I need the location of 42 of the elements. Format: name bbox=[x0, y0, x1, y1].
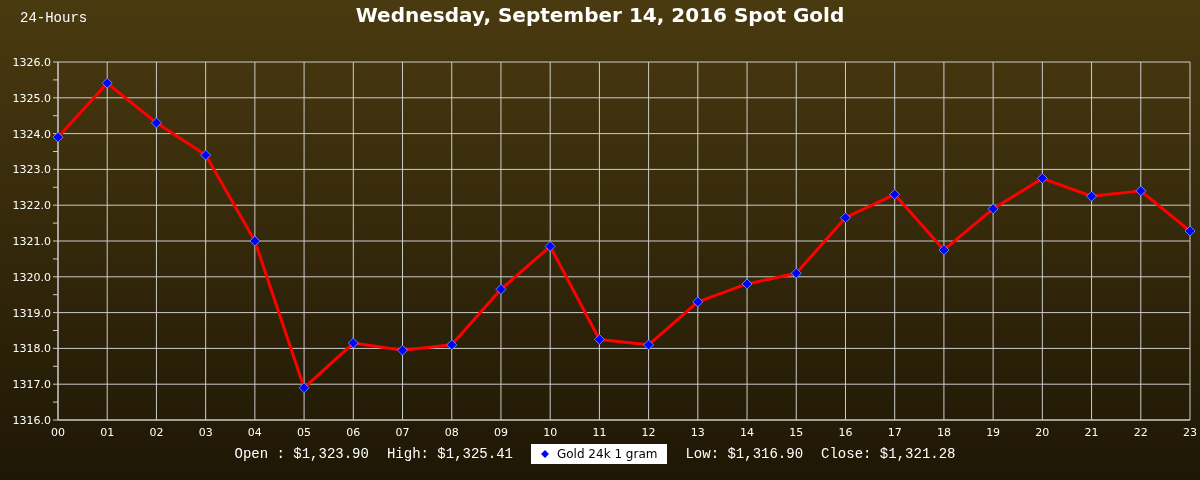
legend-label: Gold 24k 1 gram bbox=[556, 447, 658, 461]
text: 24-Hours bbox=[20, 10, 88, 26]
y-tick-label: 1318.0 bbox=[12, 342, 51, 356]
x-tick-label: 19 bbox=[986, 425, 1001, 439]
x-tick-label: 03 bbox=[198, 425, 213, 439]
text: High: $1,325.41 bbox=[386, 446, 513, 462]
y-tick-label: 1323.0 bbox=[12, 163, 51, 177]
x-tick-label: 06 bbox=[346, 425, 361, 439]
x-tick-label: 18 bbox=[936, 425, 951, 439]
x-tick-label: 17 bbox=[887, 425, 902, 439]
x-tick-label: 09 bbox=[493, 425, 508, 439]
x-tick-label: 14 bbox=[740, 425, 755, 439]
x-tick-label: 07 bbox=[395, 425, 410, 439]
x-tick-label: 22 bbox=[1133, 425, 1148, 439]
x-tick-label: 20 bbox=[1035, 425, 1050, 439]
text: Open : $1,323.90 bbox=[234, 446, 369, 462]
y-tick-label: 1320.0 bbox=[12, 270, 51, 284]
x-tick-label: 08 bbox=[444, 425, 459, 439]
x-tick-label: 12 bbox=[641, 425, 656, 439]
y-tick-label: 1317.0 bbox=[12, 378, 51, 392]
y-tick-label: 1326.0 bbox=[12, 55, 51, 69]
x-tick-label: 15 bbox=[789, 425, 804, 439]
text: Low: $1,316.90 bbox=[685, 446, 804, 462]
y-tick-label: 1325.0 bbox=[12, 91, 51, 105]
y-tick-label: 1316.0 bbox=[12, 413, 51, 427]
chart-title: Wednesday, September 14, 2016 Spot Gold bbox=[355, 3, 845, 27]
y-tick-label: 1322.0 bbox=[12, 199, 51, 213]
x-tick-label: 13 bbox=[690, 425, 705, 439]
y-tick-label: 1324.0 bbox=[12, 127, 51, 141]
x-tick-label: 10 bbox=[543, 425, 558, 439]
x-tick-label: 00 bbox=[51, 425, 65, 439]
x-tick-label: 05 bbox=[297, 425, 312, 439]
y-tick-label: 1321.0 bbox=[12, 234, 51, 248]
x-tick-label: 02 bbox=[149, 425, 164, 439]
x-tick-label: 21 bbox=[1084, 425, 1099, 439]
x-tick-label: 23 bbox=[1183, 425, 1197, 439]
x-tick-label: 16 bbox=[838, 425, 853, 439]
text: Close: $1,321.28 bbox=[821, 446, 956, 462]
x-tick-label: 01 bbox=[100, 425, 115, 439]
x-tick-label: 11 bbox=[592, 425, 607, 439]
y-tick-label: 1319.0 bbox=[12, 306, 51, 320]
x-tick-label: 04 bbox=[247, 425, 262, 439]
